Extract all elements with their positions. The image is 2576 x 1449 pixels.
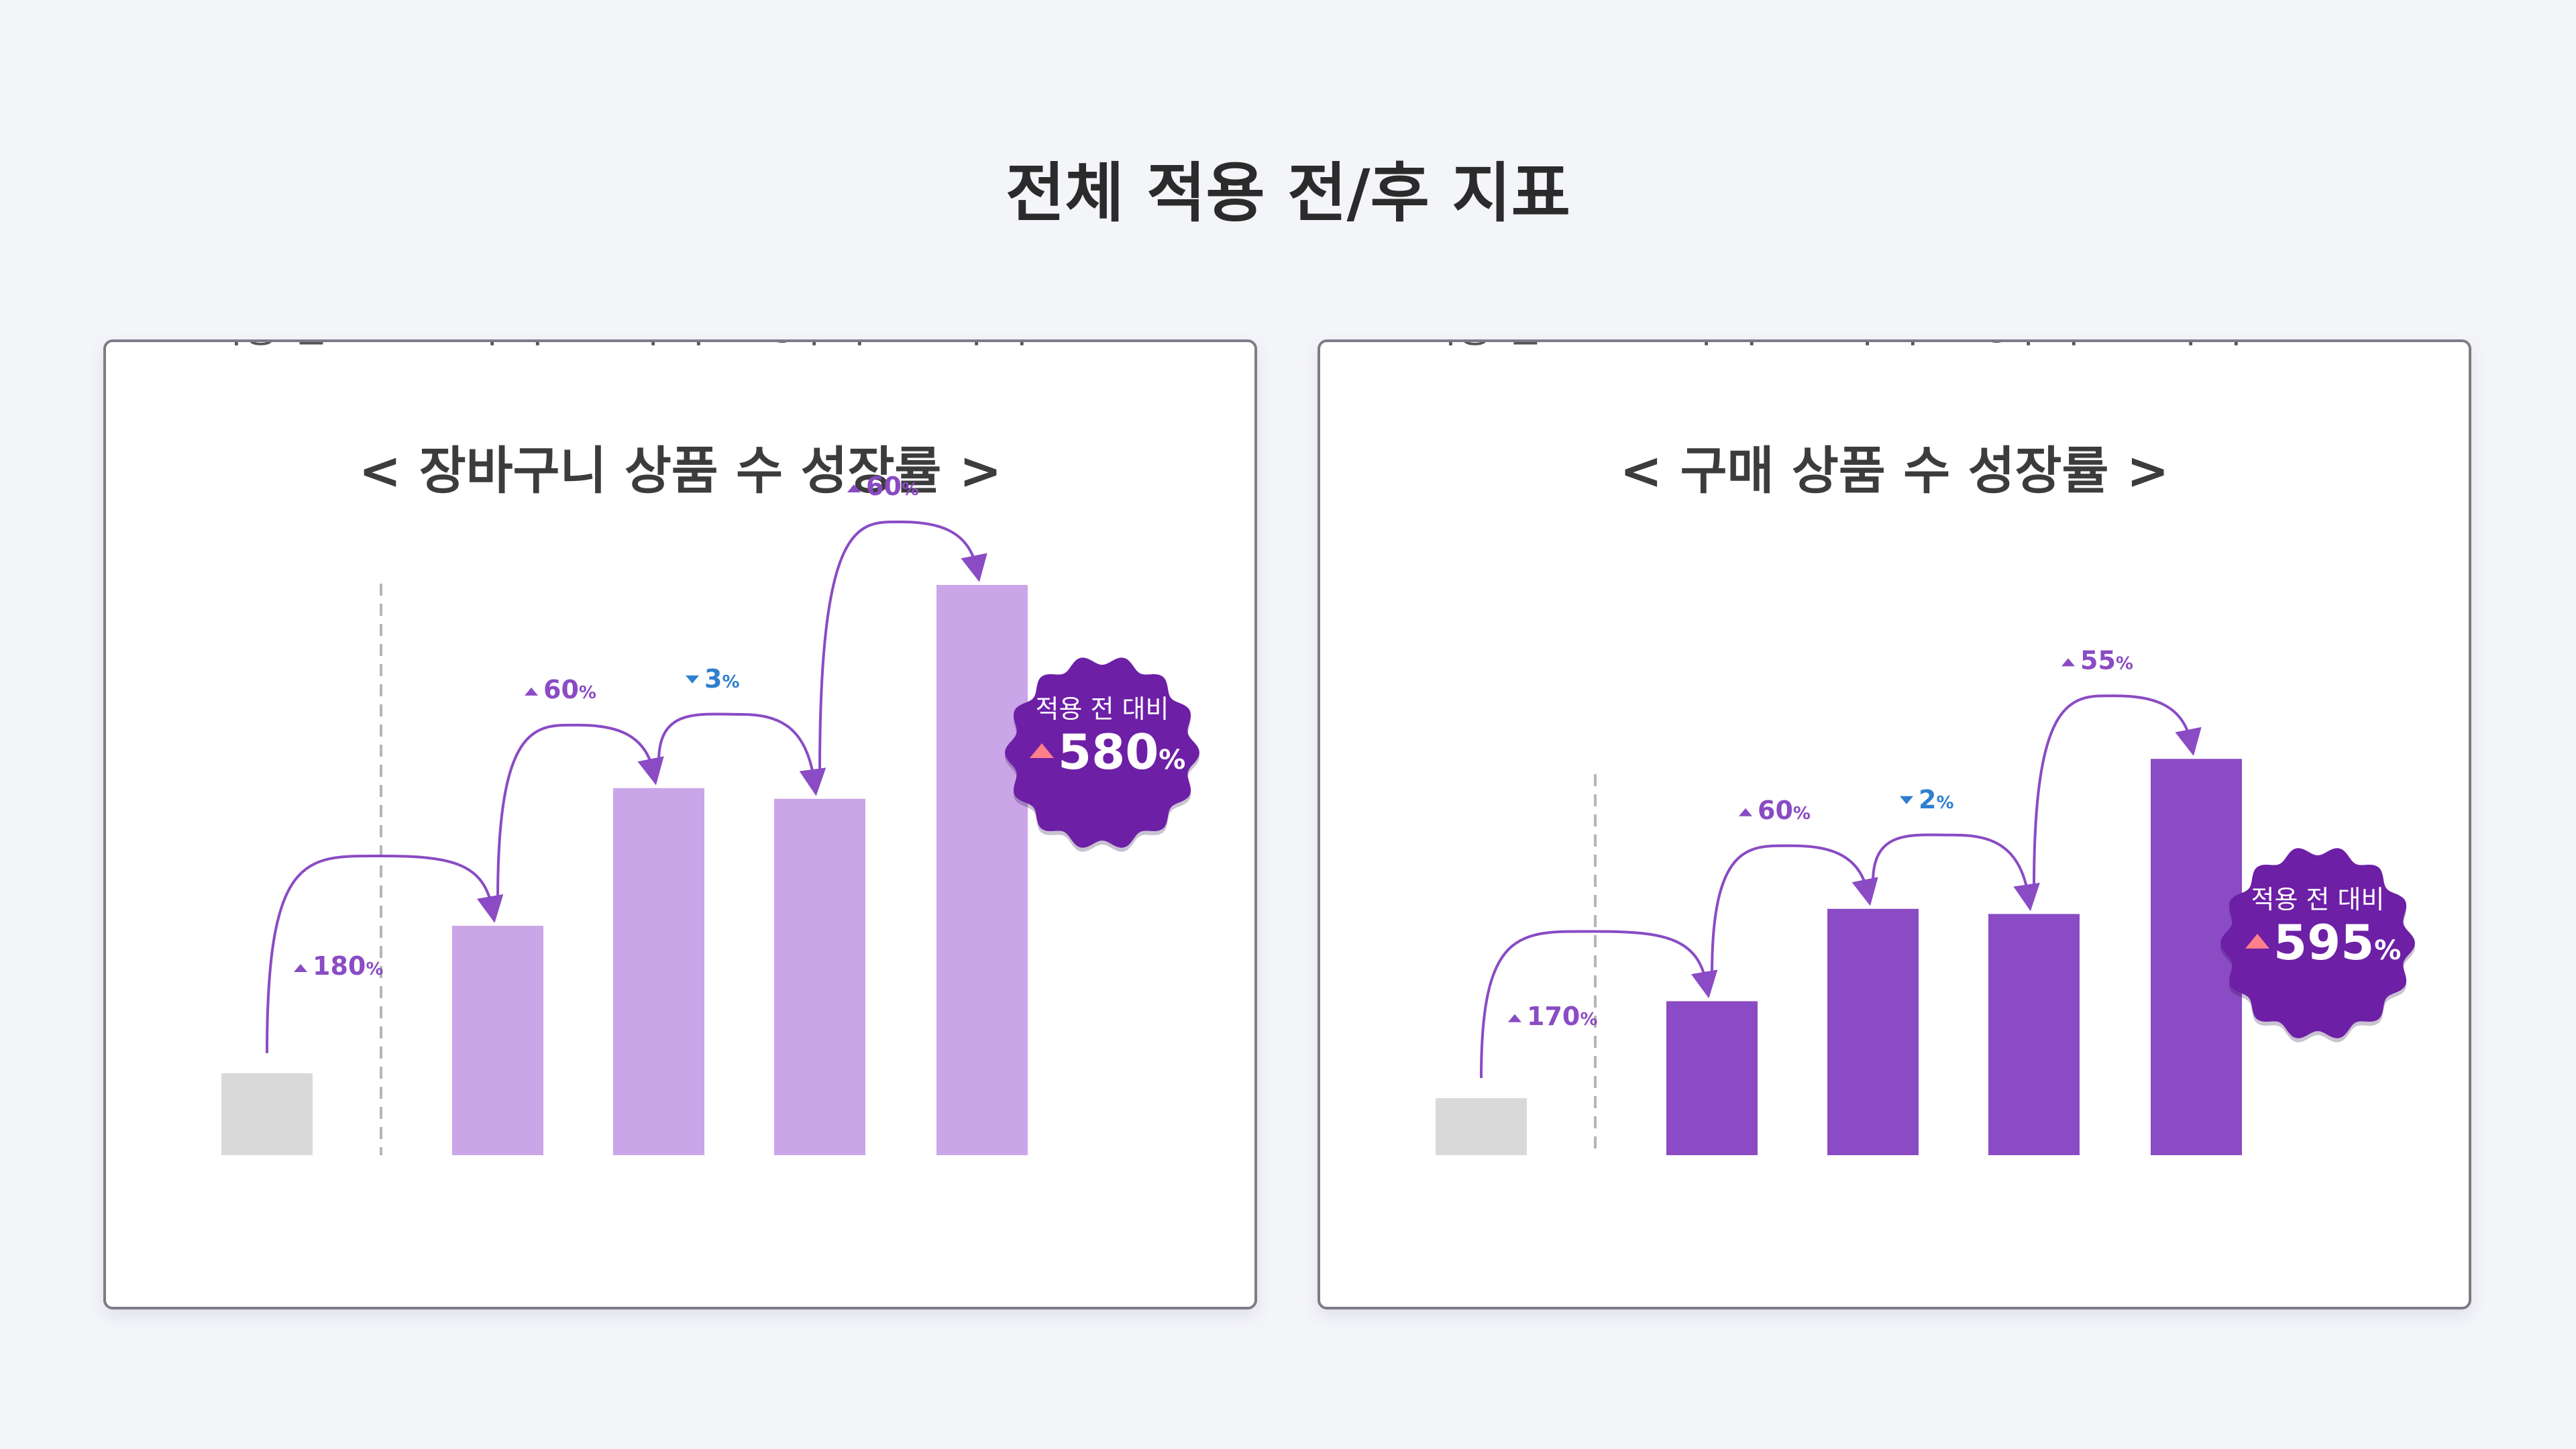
cart-badge-value-text: 580% [1058, 724, 1185, 780]
cart-badge-up-icon [1030, 743, 1054, 758]
purchase-badge-up-icon [2245, 934, 2269, 949]
purchase-change-up-icon-0 [1508, 1014, 1521, 1022]
purchase-x-label-2: 2주차 [1825, 342, 1921, 352]
purchase-growth-card: < 구매 상품 수 성장률 > 적용 전1주차2주차3주차4주차170%60%2… [1318, 339, 2471, 1309]
purchase-change-label-3: 55% [2080, 645, 2133, 675]
cart-bar-4 [936, 585, 1028, 1155]
purchase-growth-arrow-0 [1480, 930, 1718, 1079]
purchase-change-unit-1: % [1793, 804, 1811, 824]
purchase-x-label-3: 3주차 [1986, 342, 2082, 352]
purchase-change-label-2: 2% [1919, 785, 1954, 814]
cart-growth-arrow-3 [818, 520, 987, 772]
purchase-change-unit-0: % [1580, 1010, 1597, 1030]
cart-change-label-2: 3% [704, 664, 740, 694]
purchase-bar-4 [2151, 759, 2242, 1155]
purchase-change-label-0: 170% [1527, 1002, 1597, 1031]
purchase-bar-0 [1436, 1098, 1527, 1155]
cart-x-label-1: 1주차 [449, 342, 546, 352]
purchase-change-value-2: 2 [1919, 785, 1936, 814]
purchase-change-value-1: 60 [1758, 796, 1793, 825]
cart-change-up-icon-1 [525, 687, 538, 696]
purchase-growth-arrow-3 [2033, 694, 2202, 888]
cart-growth-arrow-1 [496, 723, 664, 900]
cart-badge-seal [1005, 657, 1199, 848]
purchase-badge-unit: % [2374, 935, 2401, 966]
purchase-change-up-icon-3 [2061, 658, 2075, 667]
cart-bar-3 [774, 798, 865, 1155]
cart-change-label-1: 60% [543, 675, 596, 704]
purchase-badge-number: 595 [2273, 914, 2374, 971]
purchase-x-label-1: 1주차 [1664, 342, 1760, 352]
purchase-change-down-icon-2 [1900, 796, 1913, 804]
cart-change-value-0: 180 [313, 951, 366, 981]
purchase-growth-arrow-2 [1872, 833, 2040, 912]
cart-bar-2 [613, 788, 704, 1155]
cart-x-label-2: 2주차 [610, 342, 707, 352]
cart-x-label-4: 4주차 [934, 342, 1030, 352]
cart-change-unit-3: % [902, 480, 919, 500]
cart-badge-number: 580 [1058, 724, 1159, 780]
purchase-bar-1 [1666, 1001, 1758, 1155]
purchase-x-label-0: 적용 전 [1421, 342, 1542, 352]
purchase-bar-3 [1988, 914, 2080, 1155]
purchase-badge-label: 적용 전 대비 [2251, 885, 2385, 914]
cart-change-unit-0: % [366, 959, 383, 979]
cart-change-value-3: 60 [866, 472, 902, 501]
purchase-change-unit-2: % [1936, 793, 1953, 813]
cart-change-up-icon-3 [847, 484, 861, 492]
cart-chart-title: < 장바구니 상품 수 성장률 > [358, 441, 1002, 500]
cart-growth-arrow-0 [266, 855, 504, 1053]
purchase-x-label-4: 4주차 [2148, 342, 2245, 352]
cart-change-label-3: 60% [866, 472, 919, 501]
page-title: 전체 적용 전/후 지표 [1006, 156, 1570, 231]
cart-change-unit-2: % [722, 672, 739, 692]
cart-change-down-icon-2 [686, 675, 699, 684]
cart-bar-0 [221, 1073, 313, 1155]
purchase-badge-value-text: 595% [2273, 914, 2401, 971]
purchase-badge-seal [2220, 848, 2415, 1038]
purchase-change-up-icon-1 [1739, 808, 1752, 816]
cart-change-unit-1: % [579, 683, 596, 703]
cart-growth-card: < 장바구니 상품 수 성장률 > 적용 전1주차2주차3주차4주차180%60… [103, 339, 1257, 1309]
cart-growth-arrow-2 [657, 712, 826, 796]
purchase-change-value-0: 170 [1527, 1002, 1580, 1031]
purchase-bar-2 [1827, 908, 1919, 1155]
purchase-growth-arrow-1 [1711, 844, 1878, 975]
purchase-chart-title: < 구매 상품 수 성장률 > [1619, 441, 2169, 500]
cart-x-label-0: 적용 전 [207, 342, 327, 352]
cart-change-label-0: 180% [313, 951, 383, 981]
purchase-change-value-3: 55 [2080, 645, 2116, 675]
purchase-change-label-1: 60% [1758, 796, 1811, 825]
cart-change-up-icon-0 [294, 963, 307, 972]
cart-badge-label: 적용 전 대비 [1036, 694, 1169, 724]
cart-badge-unit: % [1159, 745, 1185, 775]
cart-change-value-2: 3 [704, 664, 722, 694]
cart-x-label-3: 3주차 [771, 342, 868, 352]
purchase-change-unit-3: % [2116, 653, 2133, 674]
cart-change-value-1: 60 [543, 675, 579, 704]
cart-bar-1 [452, 926, 543, 1155]
